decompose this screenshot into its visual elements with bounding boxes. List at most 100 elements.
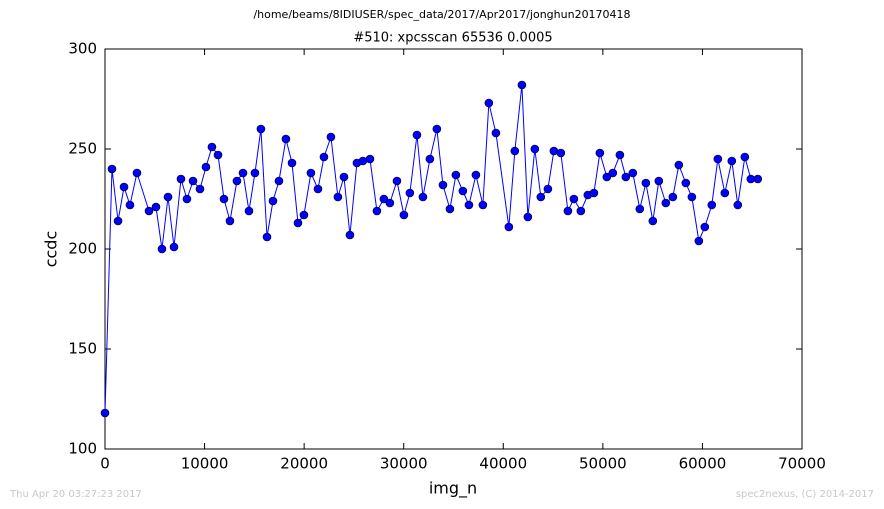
data-point [536,192,546,202]
data-point [425,154,435,164]
data-point [125,200,135,210]
data-point [358,156,368,166]
data-point [654,176,664,186]
data-point [478,200,488,210]
data-point [151,202,161,212]
data-point [392,176,402,186]
data-point [635,204,645,214]
data-point [188,176,198,186]
y-axis-label: ccdc [42,231,61,268]
data-point [661,198,671,208]
y-tick-label: 300 [68,40,97,58]
data-point [213,150,223,160]
data-point [274,176,284,186]
data-point [727,156,737,166]
data-point [733,200,743,210]
data-point [182,194,192,204]
data-point [471,170,481,180]
data-point [694,236,704,246]
x-tick-label: 10000 [181,455,229,473]
data-point [569,194,579,204]
data-point [589,188,599,198]
x-axis-label: img_n [429,479,477,499]
data-point [385,198,395,208]
plot-frame [104,48,803,450]
x-tick-label: 60000 [679,455,727,473]
x-tick-label: 50000 [579,455,627,473]
data-point [100,408,110,418]
data-point [648,216,658,226]
data-point [674,160,684,170]
data-point [543,184,553,194]
data-point [219,194,229,204]
data-point [144,206,154,216]
data-point [713,154,723,164]
data-point [113,216,123,226]
data-point [438,180,448,190]
footer-credit: spec2nexus, (C) 2014-2017 [736,489,874,500]
data-point [293,218,303,228]
y-tick-label: 200 [68,240,97,258]
data-point [119,182,129,192]
series-line [104,84,758,414]
data-point [418,192,428,202]
data-point [313,184,323,194]
data-point [333,192,343,202]
chart-title: /home/beams/8IDIUSER/spec_data/2017/Apr2… [253,8,630,21]
data-point [319,152,329,162]
data-point [687,192,697,202]
data-point [615,150,625,160]
data-point [326,132,336,142]
x-tick-label: 0 [100,455,110,473]
data-point [700,222,710,232]
data-point [464,200,474,210]
data-point [668,192,678,202]
data-point [379,194,389,204]
data-point [176,174,186,184]
data-point [641,178,651,188]
x-tick-label: 20000 [280,455,328,473]
data-point [530,144,540,154]
data-point [256,124,266,134]
data-point [163,192,173,202]
data-point [250,168,260,178]
data-point [365,154,375,164]
data-point [339,172,349,182]
data-point [299,210,309,220]
x-tick-label: 70000 [778,455,826,473]
data-point [372,206,382,216]
data-point [720,188,730,198]
data-point [491,128,501,138]
data-point [345,230,355,240]
data-point [563,206,573,216]
y-tick-label: 150 [68,340,97,358]
data-point [458,186,468,196]
data-point [238,168,248,178]
data-point [576,206,586,216]
data-point [268,196,278,206]
data-point [306,168,316,178]
data-point [707,200,717,210]
data-point [445,204,455,214]
chart-subtitle: #510: xpcsscan 65536 0.0005 [353,31,552,46]
data-point [504,222,514,232]
data-point [753,174,763,184]
data-point [608,168,618,178]
data-point [602,172,612,182]
data-point [510,146,520,156]
data-point [405,188,415,198]
data-point [523,212,533,222]
x-tick-label: 30000 [380,455,428,473]
data-point [232,176,242,186]
data-point [207,142,217,152]
data-point [628,168,638,178]
data-point [157,244,167,254]
y-tick-label: 100 [68,440,97,458]
data-point [262,232,272,242]
data-point [169,242,179,252]
footer-timestamp: Thu Apr 20 03:27:23 2017 [9,489,142,500]
data-point [595,148,605,158]
data-point [740,152,750,162]
data-point [412,130,422,140]
